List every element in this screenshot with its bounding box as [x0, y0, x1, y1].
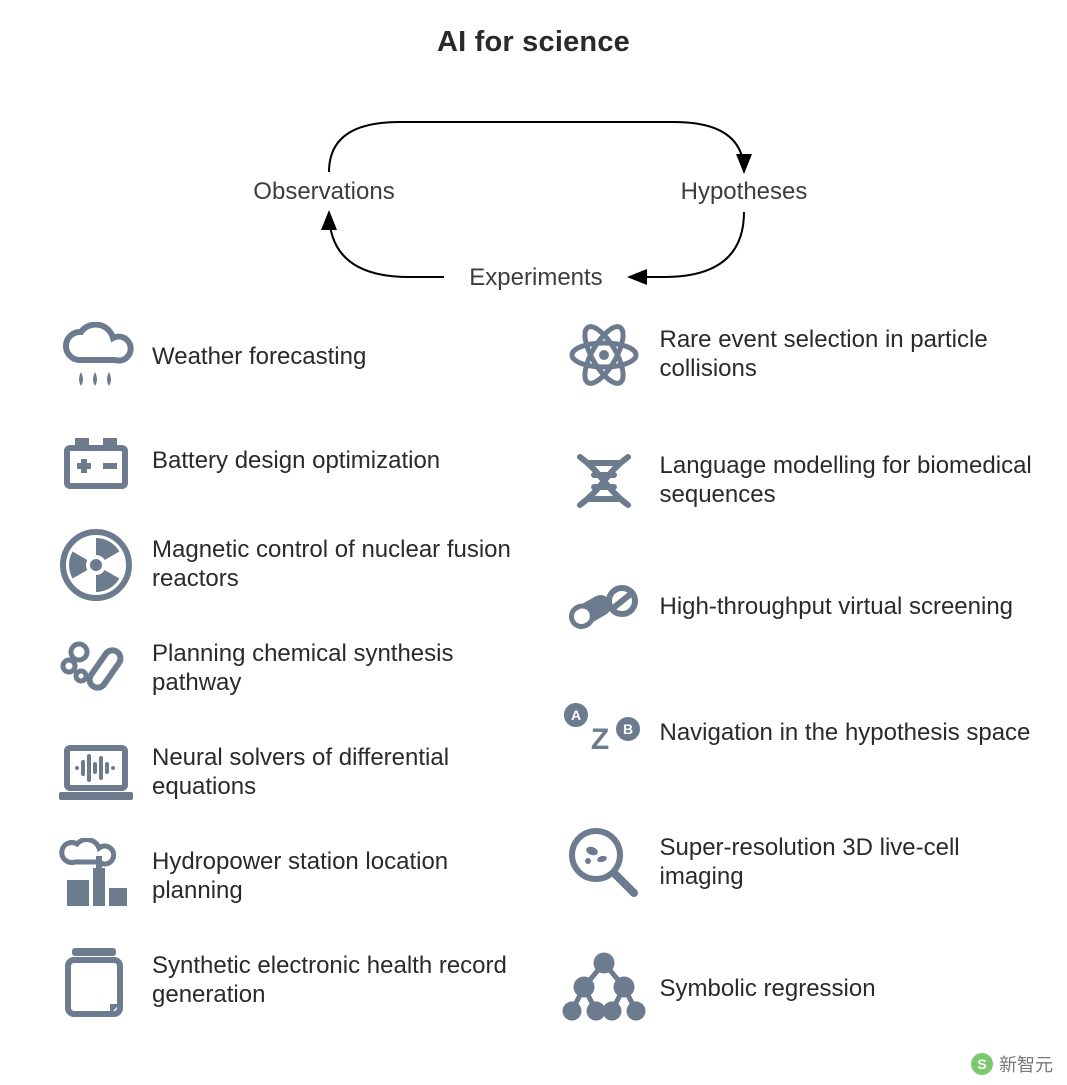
item-label: Navigation in the hypothesis space	[660, 719, 1031, 748]
item-live-cell: Super-resolution 3D live-cell imaging	[548, 819, 1042, 907]
item-particle: Rare event selection in particle collisi…	[548, 311, 1042, 399]
item-label: Neural solvers of differential equations	[152, 744, 534, 802]
pills-icon	[548, 563, 660, 651]
item-neural-solvers: Neural solvers of differential equations	[40, 729, 534, 817]
item-ehr: Synthetic electronic health record gener…	[40, 937, 534, 1025]
cycle-node-observations: Observations	[253, 178, 394, 205]
page-title: AI for science	[40, 26, 1027, 59]
item-label: Battery design optimization	[152, 447, 440, 476]
item-fusion: Magnetic control of nuclear fusion react…	[40, 521, 534, 609]
ehr-document-icon	[40, 937, 152, 1025]
cycle-diagram: Observations Hypotheses Experiments	[174, 67, 894, 297]
dna-icon	[548, 437, 660, 525]
watermark: S 新智元	[971, 1051, 1053, 1077]
watermark-text: 新智元	[999, 1051, 1053, 1077]
item-label: Hydropower station location planning	[152, 848, 534, 906]
watermark-logo-icon: S	[971, 1053, 993, 1075]
radiation-icon	[40, 521, 152, 609]
item-label: Super-resolution 3D live-cell imaging	[660, 834, 1042, 892]
weather-cloud-rain-icon	[40, 313, 152, 401]
magnifier-cell-icon	[548, 819, 660, 907]
item-label: Language modelling for biomedical sequen…	[660, 452, 1042, 510]
column-left: Weather forecasting Battery design optim…	[40, 305, 534, 1041]
cycle-node-hypotheses: Hypotheses	[680, 178, 807, 205]
chem-tube-icon	[40, 625, 152, 713]
item-battery: Battery design optimization	[40, 417, 534, 505]
item-label: Synthetic electronic health record gener…	[152, 952, 534, 1010]
hydropower-icon	[40, 833, 152, 921]
svg-text:Z: Z	[590, 723, 608, 756]
svg-text:A: A	[570, 707, 580, 723]
item-label: Rare event selection in particle collisi…	[660, 326, 1042, 384]
item-label: Planning chemical synthesis pathway	[152, 640, 534, 698]
item-biomed-lm: Language modelling for biomedical sequen…	[548, 437, 1042, 525]
item-label: Symbolic regression	[660, 975, 876, 1004]
navigation-ab-icon: A B Z	[548, 689, 660, 777]
cycle-edge-right-down	[629, 212, 744, 277]
item-nav-hypothesis: A B Z Navigation in the hypothesis space	[548, 689, 1042, 777]
cycle-edge-left-up	[329, 212, 444, 277]
svg-text:B: B	[622, 721, 632, 737]
item-chem-synthesis: Planning chemical synthesis pathway	[40, 625, 534, 713]
item-label: Magnetic control of nuclear fusion react…	[152, 536, 534, 594]
column-right: Rare event selection in particle collisi…	[534, 305, 1042, 1041]
item-label: Weather forecasting	[152, 343, 366, 372]
tree-graph-icon	[548, 945, 660, 1033]
item-virtual-screening: High-throughput virtual screening	[548, 563, 1042, 651]
item-symbolic-regression: Symbolic regression	[548, 945, 1042, 1033]
laptop-waveform-icon	[40, 729, 152, 817]
cycle-node-experiments: Experiments	[469, 264, 602, 291]
items-columns: Weather forecasting Battery design optim…	[40, 305, 1027, 1041]
atom-icon	[548, 311, 660, 399]
battery-icon	[40, 417, 152, 505]
item-label: High-throughput virtual screening	[660, 593, 1014, 622]
page-root: AI for science Observations Hypotheses E…	[0, 0, 1067, 1085]
item-hydropower: Hydropower station location planning	[40, 833, 534, 921]
item-weather: Weather forecasting	[40, 313, 534, 401]
cycle-edge-top	[329, 122, 744, 172]
